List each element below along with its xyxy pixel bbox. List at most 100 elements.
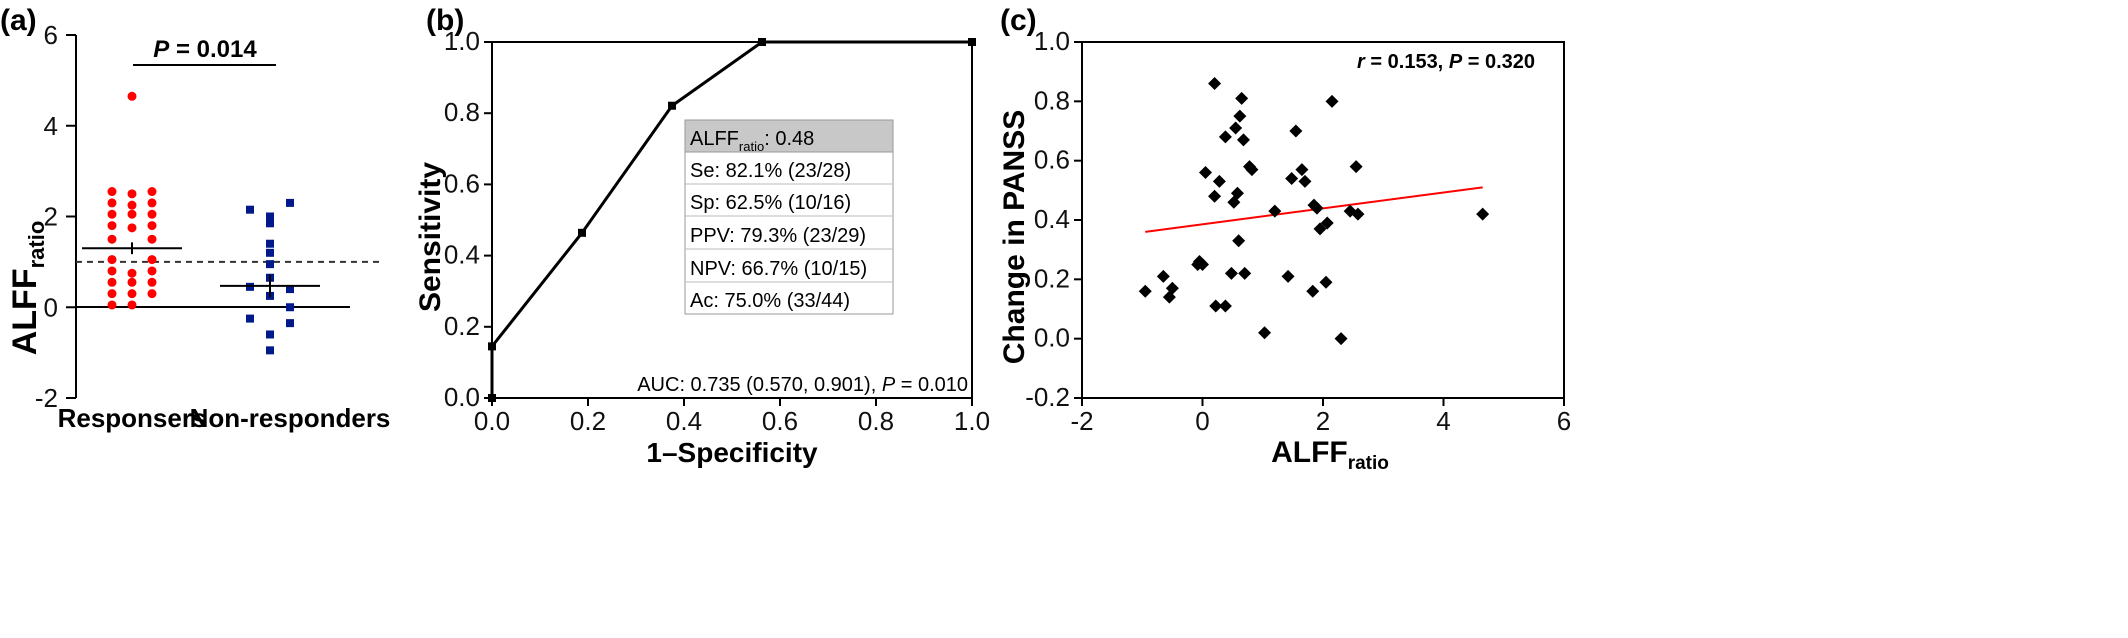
panel-c-x-tick-label: 6 [1557,406,1571,436]
panel-b-stats-header-main: ALFF [690,128,739,150]
panel-a-y-axis-label-sub: ratio [24,221,49,269]
panel-a-point-non-responder [266,260,274,269]
panel-a-category-non-responders: Non-responders [190,403,391,433]
panel-c-point [1310,201,1324,215]
panel-b-label: (b) [426,4,464,37]
panel-b-auc-rest: = 0.010 [895,374,968,396]
panel-a-p-italic: P [153,36,170,63]
panel-c-point [1306,284,1320,298]
panel-b-roc-marker [668,101,676,110]
panel-b-y-tick-label: 0.4 [444,240,480,270]
panel-a-point-responder [127,268,137,278]
panel-c-x-tick-label: 2 [1316,406,1330,436]
panel-c-point [1245,163,1259,177]
panel-a-point-responder [147,198,157,208]
panel-c-point [1349,160,1363,174]
panel-a-point-responder [107,209,117,219]
panel-b-y-tick-label: 0.0 [444,382,480,412]
panel-b-x-tick-label: 0.8 [858,406,894,436]
panel-b-stats-ac: Ac: 75.0% (33/44) [690,290,850,312]
panel-c-x-tick-label: 0 [1195,406,1209,436]
panel-b-stats-sp: Sp: 62.5% (10/16) [690,192,851,214]
panel-a-point-responder [127,223,137,233]
panel-a-p-rest: = 0.014 [169,36,257,63]
panel-a-point-non-responder [266,212,274,221]
panel-a-point-responder [147,266,157,276]
panel-c-point [1218,130,1232,144]
panel-c-point [1351,207,1365,221]
panel-b: (b) Sensitivity 0.0 0.2 0.4 0.6 0.8 1.0 0.0 0.2… [414,4,990,468]
panel-a-point-responder [147,187,157,197]
panel-a-y-tick-label: -2 [35,383,58,413]
panel-c-point [1199,166,1213,180]
panel-a-y-tick-label: 0 [44,292,58,322]
panel-a-y-tick-label: 6 [44,20,58,50]
panel-a-y-tick-label: 4 [44,111,58,141]
panel-c: (c) Change in PANSS -2 0 2 4 6 -0.2 0.0 0.2 0.4 0… [998,4,1571,474]
panel-b-x-tick-label: 0.6 [762,406,798,436]
panel-c-p-rest: = 0.320 [1462,51,1535,73]
panel-a-point-responder [107,255,117,265]
panel-a-point-non-responder [266,346,274,355]
panel-c-point [1334,332,1348,346]
panel-b-roc-marker [758,38,766,46]
panel-c-point [1295,163,1309,177]
panel-c-y-tick-label: 0.8 [1034,85,1070,115]
panel-a-points [107,91,294,355]
panel-c-x-axis-label: ALFFratio [1271,436,1389,474]
panel-c-correlation: r = 0.153, P = 0.320 [1357,51,1535,73]
panel-a-point-responder [107,300,117,310]
panel-b-auc-italic: P [882,374,896,396]
panel-a-point-responder [127,189,137,199]
panel-a-point-responder [147,209,157,219]
panel-a-point-non-responder [286,198,294,207]
panel-b-x-tick-label: 1.0 [954,406,990,436]
panel-c-y-tick-label: 0.4 [1034,204,1070,234]
panel-a-point-responder [127,300,137,310]
panel-a-point-responder [107,198,117,208]
panel-b-roc-marker [578,228,586,237]
panel-c-y-tick-label: 0.2 [1034,263,1070,293]
panel-c-point [1268,204,1282,218]
panel-b-x-tick-label: 0.4 [666,406,702,436]
panel-a-label: (a) [0,4,37,37]
panel-a-point-non-responder [266,248,274,257]
panel-c-r-mid: = 0.153, [1365,51,1449,73]
panel-a-point-responder [107,221,117,231]
panel-a-point-non-responder [266,239,274,248]
panel-a: (a) ALFFratio -2 0 2 4 6 P = 0.014 Responser… [0,4,390,433]
panel-c-points [1138,77,1490,346]
panel-c-point [1196,258,1209,271]
panel-c-point [1236,133,1250,147]
panel-a-point-non-responder [286,285,294,294]
panel-c-point [1165,281,1179,295]
panel-a-point-responder [107,277,117,287]
panel-a-point-non-responder [286,303,294,312]
panel-a-point-responder [107,187,117,197]
panel-c-x-tick-label: 4 [1436,406,1450,436]
panel-c-point [1476,207,1490,221]
panel-a-y-axis-label-main: ALFF [6,268,44,355]
panel-a-point-responder [127,200,137,210]
panel-b-stats-header-sub: ratio [739,139,764,154]
panel-a-y-tick-label: 2 [44,202,58,232]
panel-a-y-ticks: -2 0 2 4 6 [35,20,76,413]
panel-a-p-value: P = 0.014 [153,36,257,63]
panel-c-point [1229,121,1243,135]
panel-b-y-tick-label: 1.0 [444,26,480,56]
panel-c-label: (c) [1000,4,1037,37]
panel-c-x-tick-label: -2 [1070,406,1093,436]
panel-b-y-tick-label: 0.8 [444,97,480,127]
panel-c-point [1325,94,1339,108]
panel-b-stats-header: ALFFratio: 0.48 [690,128,814,154]
panel-c-point [1212,174,1226,188]
panel-a-point-responder [127,277,137,287]
panel-b-stats-npv: NPV: 66.7% (10/15) [690,258,867,280]
panel-a-point-responder [127,209,137,219]
panel-a-point-non-responder [266,330,274,339]
panel-b-stats-ppv: PPV: 79.3% (23/29) [690,225,866,247]
panel-b-roc-marker [488,342,496,351]
panel-a-point-responder [127,289,137,299]
panel-a-point-responder [147,221,157,231]
